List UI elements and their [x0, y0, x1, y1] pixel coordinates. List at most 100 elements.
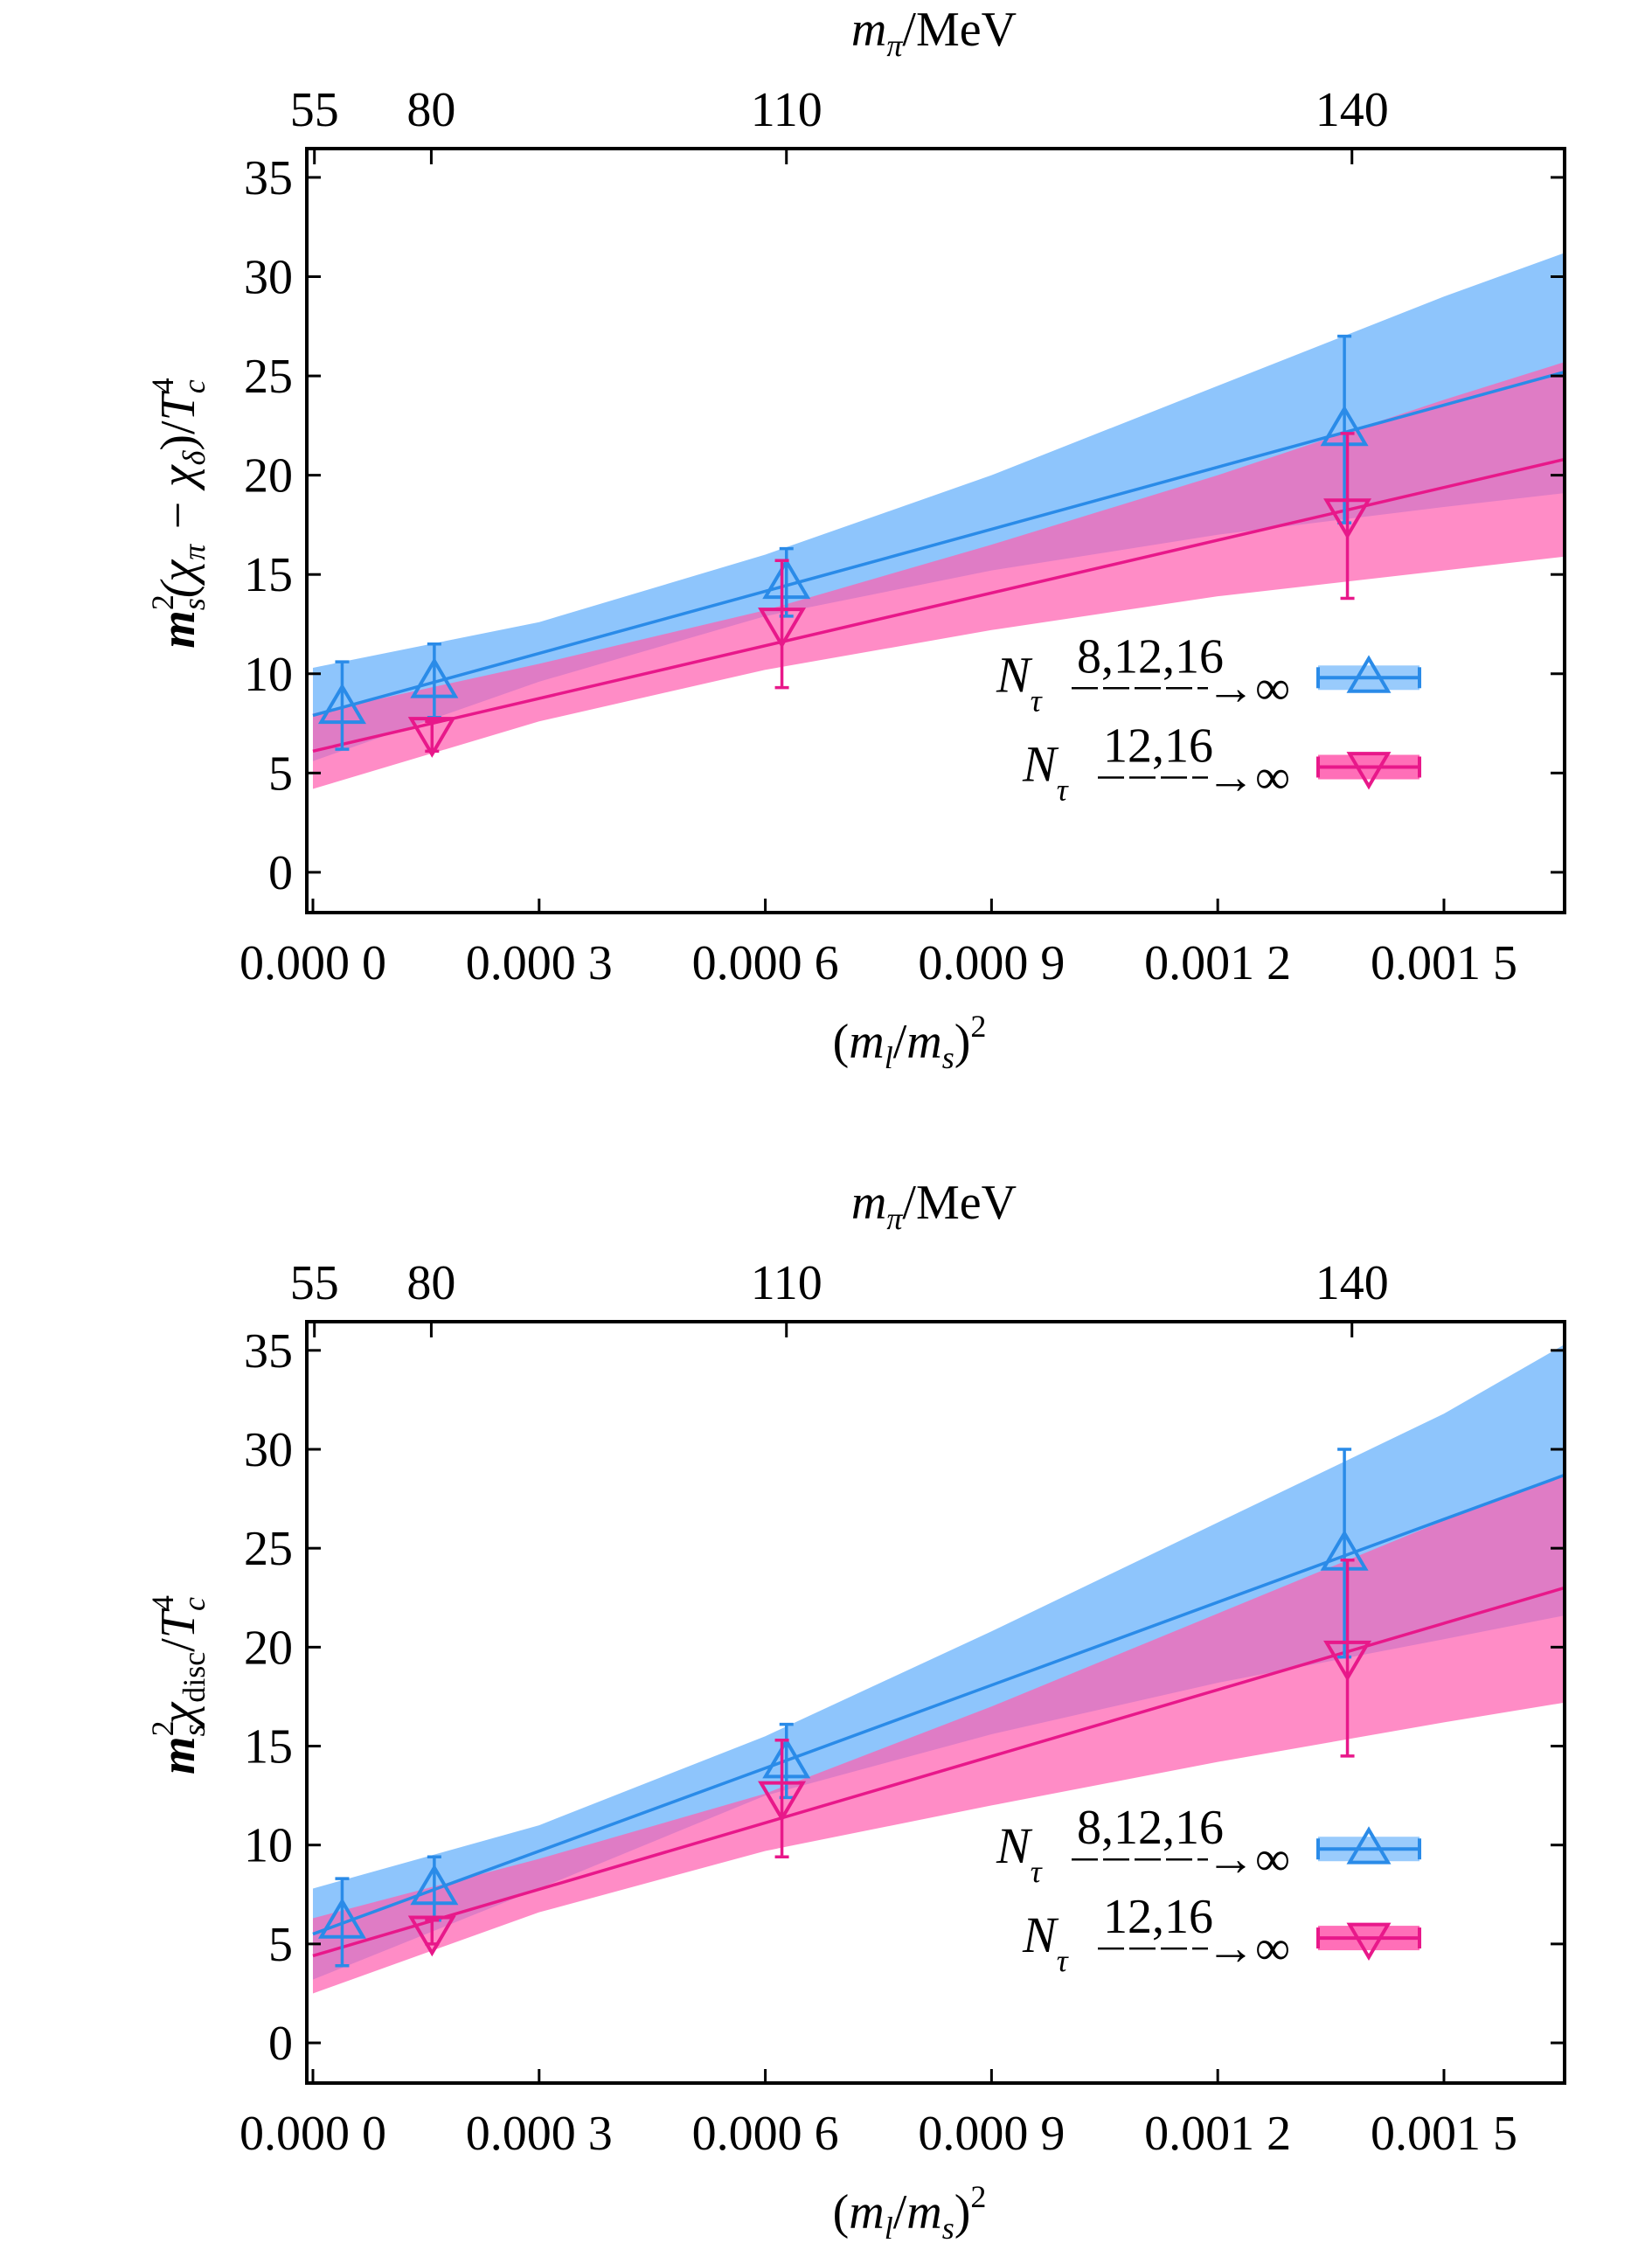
x-tick-label: 0.000 9 [918, 936, 1065, 990]
y-tick-label: 0 [268, 2017, 293, 2071]
legend-arrow: →∞ [1206, 751, 1290, 805]
top-axis-label-sub: π [886, 1201, 903, 1236]
error-band-2 [312, 362, 1565, 789]
data-point-marker [1320, 405, 1369, 447]
x-tick-label: 0.001 2 [1144, 936, 1291, 990]
x-tick-label: 0.000 3 [466, 2107, 613, 2161]
legend-tau: τ [1031, 683, 1043, 718]
top-axis-label-sub: π [886, 28, 903, 63]
data-point-marker [758, 608, 807, 649]
y-label-Tsub: c [177, 379, 212, 393]
y-label-sub: s [177, 598, 212, 610]
data-point-marker [407, 1915, 456, 1957]
legend-arrow: →∞ [1206, 1832, 1290, 1886]
top-axis-tick-label: 110 [751, 1256, 823, 1310]
y-label-m: m [151, 610, 205, 649]
data-point-marker [1323, 1640, 1372, 1682]
data-point-marker [762, 1737, 811, 1779]
y-label-m: m [151, 1736, 205, 1774]
y-tick-label: 0 [268, 846, 293, 900]
x-label-m1: m [849, 1015, 884, 1069]
x-label-close: ) [954, 2185, 971, 2240]
y-tick-label: 35 [244, 151, 293, 205]
legend-n-letter: N [1022, 1906, 1059, 1963]
legend-marker [1346, 1922, 1392, 1962]
x-label-open: ( [833, 2185, 850, 2240]
legend-over-text: 8,12,16 [1077, 629, 1224, 684]
top-axis-tick-label: 55 [290, 83, 339, 137]
y-tick-label: 30 [244, 250, 293, 304]
y-axis-label: m2sχdisc/T4c [145, 1595, 212, 1774]
top-axis-tick-label: 140 [1315, 1256, 1389, 1310]
data-point-marker [410, 656, 459, 698]
x-label-sup: 2 [970, 1009, 986, 1044]
plot-frame [305, 147, 1566, 914]
top-axis-tick-label: 140 [1315, 83, 1389, 137]
top-axis-label-rest: /MeV [902, 1176, 1017, 1230]
x-tick-label: 0.000 0 [239, 2107, 386, 2161]
y-tick-label: 20 [244, 1621, 293, 1675]
error-band-2 [312, 1475, 1565, 1994]
y-label-close: / [151, 1638, 205, 1652]
y-label-sub: s [177, 1724, 212, 1736]
chart-panel-1: 0 5 10 15 20 25 30 35 0.000 0 0.000 3 0.000 6 0.000… [145, 3, 1566, 1075]
data-point-marker [407, 717, 456, 758]
fit-line-2 [312, 457, 1565, 753]
data-point-marker [758, 1781, 807, 1823]
legend-entry-1: Nτ 8,12,16→∞ [996, 1801, 1421, 1889]
data-point-marker [1323, 498, 1372, 540]
legend-entry-2: Nτ 12,16→∞ [1022, 719, 1421, 808]
legend-tau: τ [1057, 773, 1069, 808]
y-label-minus: − χ [151, 464, 205, 545]
legend-arrow: →∞ [1206, 661, 1290, 715]
error-band-1 [312, 253, 1565, 761]
legend-tau: τ [1031, 1854, 1043, 1889]
x-label-sub1: l [885, 2211, 893, 2246]
x-tick-label: 0.001 2 [1144, 2107, 1291, 2161]
top-axis-tick-label: 80 [406, 83, 455, 137]
y-label-T: T [151, 1608, 205, 1638]
y-label-close: )/ [151, 420, 205, 451]
x-tick-label: 0.001 5 [1371, 936, 1517, 990]
data-point-marker [410, 1864, 459, 1906]
legend-entry-2: Nτ 12,16→∞ [1022, 1890, 1421, 1978]
y-label-sup: 2 [145, 594, 180, 610]
legend-n-letter: N [996, 646, 1033, 703]
top-axis-tick-label: 80 [406, 1256, 455, 1310]
data-point-marker [1320, 1530, 1369, 1571]
y-label-sub-delta: δ [177, 449, 212, 465]
x-tick-label: 0.000 6 [692, 2107, 839, 2161]
x-label-sub2: s [942, 1040, 954, 1075]
y-label-sub-pi: disc [177, 1652, 212, 1703]
x-tick-label: 0.000 0 [239, 936, 386, 990]
legend-arrow: →∞ [1206, 1921, 1290, 1976]
top-axis-tick-label: 55 [290, 1256, 339, 1310]
x-label-slash: / [893, 1015, 907, 1069]
legend-marker [1346, 752, 1392, 790]
top-axis-label: mπ/MeV [851, 3, 1017, 63]
legend-tau: τ [1057, 1943, 1069, 1978]
plot-frame [305, 1320, 1566, 2085]
y-tick-label: 5 [268, 1918, 293, 1972]
x-axis-label: (ml/ms)2 [833, 2179, 987, 2246]
x-label-m1: m [849, 2185, 884, 2240]
legend-over-text: 12,16 [1103, 1890, 1213, 1944]
plot-area [312, 1344, 1565, 1994]
x-label-open: ( [833, 1015, 850, 1069]
top-axis-label: mπ/MeV [851, 1176, 1017, 1236]
x-label-sup: 2 [970, 2179, 986, 2214]
y-tick-label: 5 [268, 747, 293, 801]
y-label-body: (χ [151, 559, 205, 599]
y-tick-label: 15 [244, 548, 293, 602]
y-tick-label: 35 [244, 1324, 293, 1379]
legend-marker [1346, 655, 1392, 693]
top-axis-label-rest: /MeV [902, 3, 1017, 57]
legend-n-letter: N [1022, 736, 1059, 793]
y-tick-label: 25 [244, 350, 293, 404]
top-axis-tick-label: 110 [751, 83, 823, 137]
legend-marker [1346, 1826, 1392, 1865]
legend-n: Nτ [1022, 736, 1069, 808]
x-label-m2: m [906, 2185, 941, 2240]
x-label-slash: / [893, 2185, 907, 2240]
